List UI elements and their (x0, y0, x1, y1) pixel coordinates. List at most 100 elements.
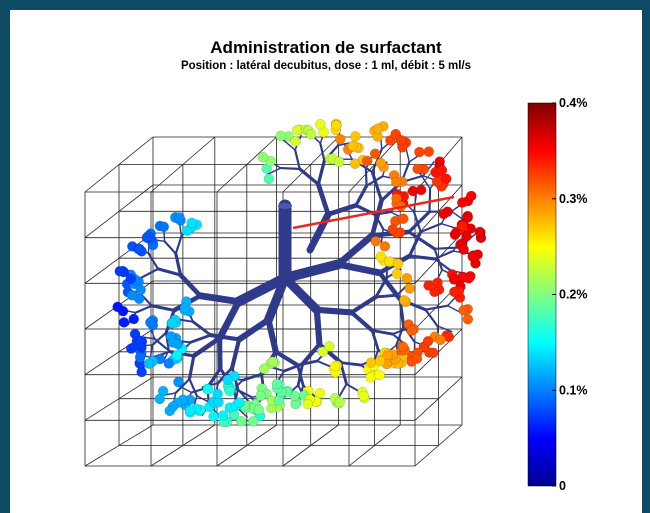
grid-line (414, 376, 463, 421)
chart-subtitle: Position : latéral decubitus, dose : 1 m… (180, 60, 472, 72)
grid-line (414, 424, 463, 467)
alveolus-point (412, 163, 423, 175)
airway-branch (179, 386, 193, 394)
alveolus-point (302, 398, 314, 410)
trachea-top (278, 203, 292, 209)
alveolus-point (112, 301, 123, 313)
alveolus-point (370, 235, 381, 247)
grid-line (150, 424, 216, 467)
alveolus-point (174, 212, 185, 223)
airway-branch (296, 362, 304, 387)
airway-branch (237, 388, 251, 404)
alveoli-points (112, 118, 487, 428)
alveolus-point (271, 378, 283, 390)
alveolus-point (258, 363, 270, 375)
alveolus-point (134, 243, 145, 255)
grid-line (348, 424, 401, 467)
alveolus-point (179, 302, 191, 314)
alveolus-point (448, 274, 460, 285)
chart-title: Administration de surfactant (210, 38, 442, 57)
alveolus-point (145, 317, 156, 328)
airway-branch (280, 273, 322, 315)
alveolus-point (411, 353, 423, 364)
alveolus-point (334, 396, 345, 408)
colorbar-tick-label: 0 (559, 479, 566, 493)
alveolus-point (158, 221, 170, 233)
airway-branch (208, 333, 242, 342)
airway-branch (391, 327, 410, 336)
alveolus-point (143, 358, 155, 369)
airway-branch (156, 267, 183, 277)
airway-branch (163, 240, 177, 255)
airway-branch (436, 325, 453, 333)
airway-branch (412, 210, 422, 233)
airway-branch (263, 273, 290, 325)
airway-branch (433, 247, 444, 271)
airway-branch (433, 257, 452, 272)
alveolus-point (457, 197, 468, 208)
airway-branch (282, 362, 304, 373)
instrument-line (292, 195, 455, 230)
airway-branch (373, 213, 385, 231)
airway-branch (313, 306, 355, 316)
airway-branch (424, 308, 439, 328)
alveolus-point (375, 251, 387, 262)
alveolus-point (391, 193, 402, 204)
alveolus-point (404, 283, 415, 294)
alveolus-point (407, 185, 419, 197)
alveolus-point (173, 376, 184, 388)
figure-frame: Administration de surfactant Position : … (10, 10, 642, 513)
airway-branch (174, 235, 183, 255)
airway-branch (325, 202, 359, 217)
airway-branch (370, 170, 384, 203)
alveolus-point (257, 151, 269, 163)
alveolus-point (118, 317, 130, 328)
airway-branch (280, 259, 344, 283)
airway-branch (233, 273, 290, 307)
alveolus-point (383, 256, 395, 267)
airway-branch (151, 331, 168, 347)
alveolus-point (125, 343, 137, 354)
airway-branch (282, 139, 296, 151)
grid-line (84, 184, 154, 238)
airway-branch (241, 372, 263, 382)
alveolus-point (275, 130, 287, 142)
airway-branch (407, 230, 437, 251)
alveolus-point (474, 226, 486, 238)
airway-branch (380, 228, 384, 243)
alveolus-point (391, 176, 402, 188)
airway-branch (334, 232, 376, 268)
alveolus-point (436, 165, 448, 176)
alveolus-point (379, 241, 391, 252)
grid-line (216, 136, 277, 193)
alveolus-point (374, 369, 385, 381)
alveolus-point (462, 314, 474, 325)
airway-branch (319, 142, 326, 162)
alveolus-point (323, 341, 335, 352)
alveolus-point (423, 146, 435, 157)
airway-branch (364, 168, 368, 187)
grid-line (84, 424, 154, 467)
alveolus-point (458, 304, 469, 316)
airway-branch (196, 395, 211, 404)
airway-branch (374, 293, 399, 299)
alveolus-point (435, 334, 446, 346)
airway-branch (407, 254, 437, 261)
airway-branch (139, 267, 160, 279)
alveolus-point (423, 280, 434, 291)
alveolus-point (114, 265, 126, 277)
colorbar-tick-label: 0.4% (559, 96, 588, 110)
alveolus-point (392, 258, 404, 270)
grid-line (414, 328, 463, 375)
alveolus-point (361, 155, 373, 167)
airway-branch (339, 361, 363, 367)
airway-branch (433, 249, 455, 260)
alveolus-point (314, 387, 326, 399)
airway-branch (191, 335, 223, 359)
colorbar-tick-label: 0.3% (559, 192, 588, 206)
alveolus-point (461, 230, 472, 242)
grid-line (150, 136, 216, 193)
airway-branch (265, 316, 279, 355)
alveolus-point (305, 128, 317, 140)
alveolus-point (397, 341, 409, 353)
